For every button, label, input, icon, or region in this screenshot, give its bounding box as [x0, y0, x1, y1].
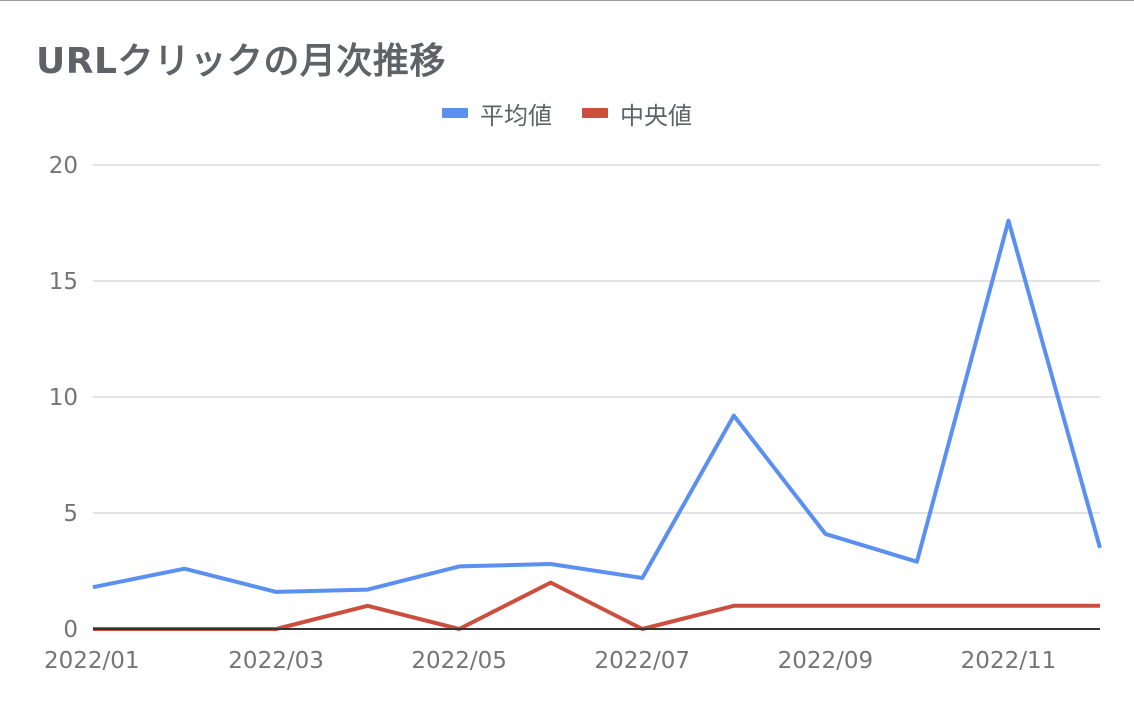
y-tick-label: 20: [49, 153, 78, 179]
series-line-median[interactable]: [93, 580, 1100, 631]
legend-swatch-average: [442, 108, 468, 118]
y-tick-label: 0: [63, 617, 78, 643]
x-tick-label: 2022/01: [44, 648, 140, 674]
x-tick-label: 2022/03: [228, 648, 324, 674]
x-axis-tick-labels: 2022/01 2022/03 2022/05 2022/07 2022/09 2022/…: [44, 648, 1056, 674]
y-tick-label: 10: [49, 385, 78, 411]
y-tick-label: 5: [63, 501, 78, 527]
legend-label-average: 平均値: [480, 101, 552, 130]
x-tick-label: 2022/09: [778, 648, 874, 674]
x-tick-label: 2022/11: [961, 648, 1057, 674]
chart-legend: 平均値 中央値: [0, 96, 1134, 130]
legend-item-average[interactable]: 平均値: [442, 96, 552, 131]
chart-title: URLクリックの月次推移: [36, 41, 446, 82]
x-tick-label: 2022/07: [594, 648, 690, 674]
legend-item-median[interactable]: 中央値: [582, 96, 692, 131]
top-divider: [0, 0, 1134, 1]
series-line-average[interactable]: [92, 218, 1102, 594]
series-lines: [92, 218, 1102, 631]
gridlines: [93, 164, 1100, 514]
legend-swatch-median: [582, 108, 608, 118]
legend-label-median: 中央値: [620, 101, 692, 130]
x-tick-label: 2022/05: [411, 648, 507, 674]
y-axis-tick-labels: 0 5 10 15 20: [49, 153, 78, 643]
y-tick-label: 15: [49, 269, 78, 295]
